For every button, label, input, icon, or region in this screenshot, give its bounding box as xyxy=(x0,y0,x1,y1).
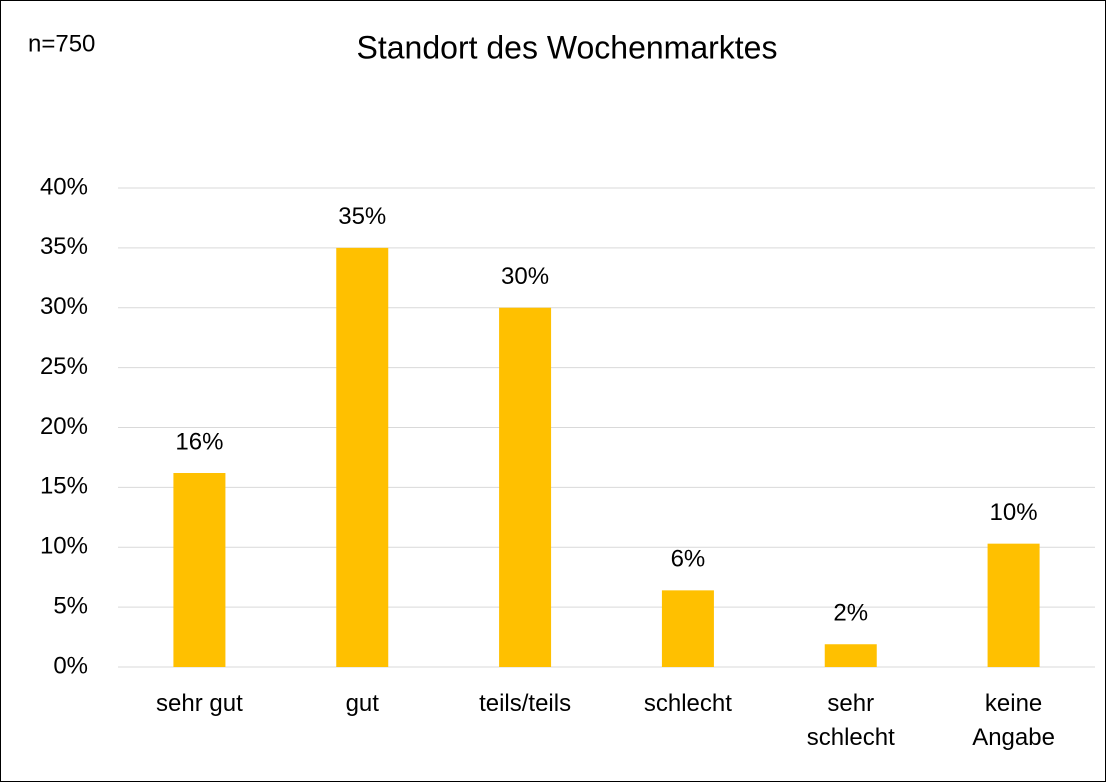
value-label: 35% xyxy=(338,203,386,230)
value-label: 10% xyxy=(990,499,1038,526)
value-label: 6% xyxy=(671,546,706,573)
bar xyxy=(987,543,1040,667)
y-tick-label: 10% xyxy=(40,533,88,560)
y-tick-label: 5% xyxy=(53,592,88,619)
bar xyxy=(499,307,552,667)
y-tick-label: 15% xyxy=(40,473,88,500)
y-tick-label: 25% xyxy=(40,353,88,380)
y-tick-label: 40% xyxy=(40,173,88,200)
value-label: 30% xyxy=(501,263,549,290)
x-tick-label: keine Angabe xyxy=(972,690,1055,751)
bar xyxy=(173,473,226,667)
value-label: 16% xyxy=(175,428,223,455)
value-label: 2% xyxy=(833,600,868,627)
bar xyxy=(824,644,877,667)
annotation: n=750 xyxy=(28,30,95,57)
y-tick-label: 35% xyxy=(40,233,88,260)
chart-title: Standort des Wochenmarktes xyxy=(357,29,778,65)
x-tick-label: sehr gut xyxy=(156,690,243,717)
x-tick-label: schlecht xyxy=(643,690,732,717)
y-tick-label: 0% xyxy=(53,652,88,679)
y-tick-label: 30% xyxy=(40,293,88,320)
bar xyxy=(336,247,389,667)
bar xyxy=(661,590,714,667)
y-tick-label: 20% xyxy=(40,413,88,440)
x-tick-label: gut xyxy=(345,690,379,717)
x-tick-label: sehr schlecht xyxy=(806,690,895,751)
x-tick-label: teils/teils xyxy=(479,690,572,717)
